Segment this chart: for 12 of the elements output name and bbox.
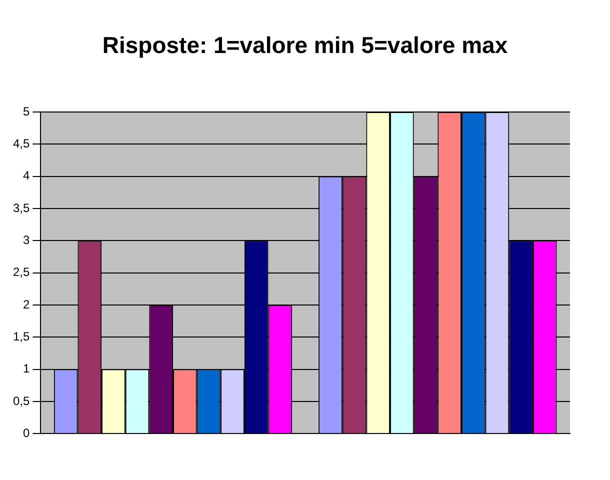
y-tick-label: 3 <box>22 232 30 247</box>
y-tick-label: 1,5 <box>12 329 30 344</box>
y-tick-label: 0 <box>22 426 30 440</box>
y-tick-label: 4 <box>22 168 30 183</box>
chart-title: Risposte: 1=valore min 5=valore max <box>101 32 509 60</box>
y-tick-label: 2 <box>22 297 30 312</box>
y-tick-label: 4,5 <box>12 136 30 150</box>
y-tick-label: 1 <box>22 362 30 376</box>
y-tick-label: 0,5 <box>12 394 30 408</box>
y-tick-label: 5 <box>22 104 30 118</box>
y-tick-label: 2,5 <box>12 265 30 280</box>
y-tick-label: 3,5 <box>12 200 30 215</box>
